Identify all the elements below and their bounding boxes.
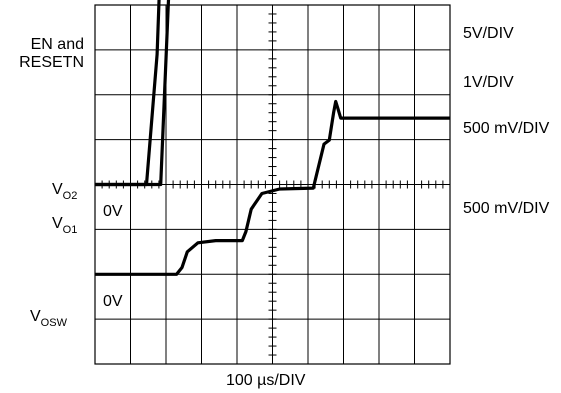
trace-vo2: [95, 0, 161, 187]
vo1-label-base: V: [52, 215, 63, 232]
vo2-label-base: V: [52, 181, 63, 198]
vo2-label: VO2: [52, 181, 78, 202]
vosw-label-sub: OSW: [40, 317, 67, 329]
zero-volt-upper: 0V: [103, 203, 123, 220]
trace-vo1: [95, 0, 171, 187]
scale-label-vo1: 500 mV/DIV: [463, 120, 550, 137]
scale-label-en-resetn: 5V/DIV: [463, 25, 514, 42]
trace-vosw: [95, 99, 450, 276]
vosw-label: VOSW: [30, 308, 67, 329]
zero-volt-lower: 0V: [103, 293, 123, 310]
vosw-label-base: V: [30, 308, 41, 325]
en-resetn-label-line2: RESETN: [19, 54, 84, 71]
vo2-label-sub: O2: [62, 190, 78, 202]
en-resetn-label-line1: EN and: [30, 36, 84, 53]
scope-traces: [95, 0, 450, 276]
x-axis-label: 100 µs/DIV: [226, 372, 306, 389]
scale-label-vo2: 1V/DIV: [463, 74, 514, 91]
scale-label-vosw: 500 mV/DIV: [463, 200, 550, 217]
vo1-label: VO1: [52, 215, 78, 236]
en-resetn-label: EN and RESETN: [4, 36, 84, 72]
vo1-label-sub: O1: [62, 224, 78, 236]
